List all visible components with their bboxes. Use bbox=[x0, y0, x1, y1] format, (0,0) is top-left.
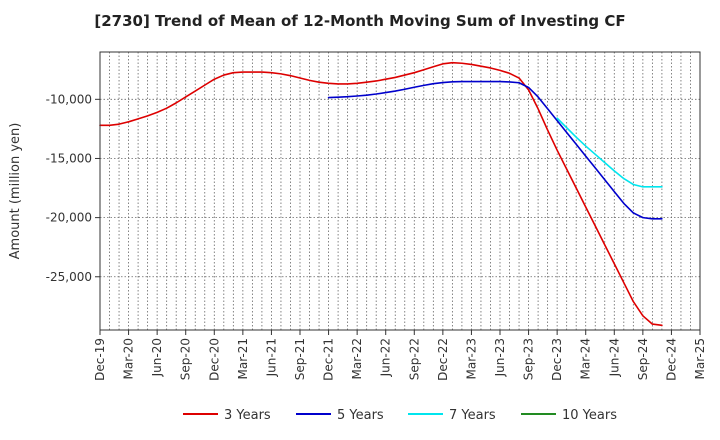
y-tick-label: -25,000 bbox=[46, 270, 92, 284]
x-tick-label: Jun-24 bbox=[607, 338, 621, 377]
x-tick-label: Sep-23 bbox=[522, 338, 536, 380]
x-tick-label: Sep-22 bbox=[407, 338, 421, 380]
x-tick-label: Jun-22 bbox=[379, 338, 393, 377]
x-tick-label: Sep-20 bbox=[179, 338, 193, 380]
series-line-7-years bbox=[556, 117, 663, 188]
legend: 3 Years 5 Years 7 Years 10 Years bbox=[183, 408, 617, 423]
legend-label: 10 Years bbox=[562, 408, 617, 423]
x-tick-label: Jun-21 bbox=[264, 338, 278, 377]
x-tick-label: Dec-19 bbox=[93, 338, 107, 381]
x-axis-ticks: Dec-19 Mar-20 Jun-20 Sep-20 Dec-20 Mar-21 Jun-… bbox=[93, 330, 707, 381]
legend-label: 5 Years bbox=[337, 408, 384, 423]
x-tick-label: Mar-22 bbox=[350, 338, 364, 379]
plot-frame bbox=[99, 51, 701, 331]
x-tick-label: Mar-25 bbox=[693, 338, 707, 379]
x-tick-label: Dec-20 bbox=[207, 338, 221, 381]
x-tick-label: Dec-21 bbox=[322, 338, 336, 381]
x-tick-label: Sep-24 bbox=[636, 338, 650, 380]
chart-title: [2730] Trend of Mean of 12-Month Moving … bbox=[94, 12, 626, 30]
x-tick-label: Jun-23 bbox=[493, 338, 507, 377]
x-tick-label: Mar-23 bbox=[464, 338, 478, 379]
x-tick-label: Mar-21 bbox=[236, 338, 250, 379]
y-tick-label: -15,000 bbox=[46, 151, 92, 165]
y-axis-ticks: -10,000 -15,000 -20,000 -25,000 bbox=[46, 92, 100, 284]
x-tick-label: Dec-24 bbox=[664, 338, 678, 381]
series-lines bbox=[99, 61, 663, 327]
legend-label: 3 Years bbox=[224, 408, 271, 423]
x-tick-label: Dec-22 bbox=[436, 338, 450, 381]
y-axis-label: Amount (million yen) bbox=[8, 123, 23, 260]
grid-lines bbox=[100, 52, 700, 330]
series-line-5-years bbox=[327, 80, 663, 220]
legend-label: 7 Years bbox=[449, 408, 496, 423]
x-tick-label: Jun-20 bbox=[150, 338, 164, 377]
x-tick-label: Mar-24 bbox=[579, 338, 593, 379]
series-line-3-years bbox=[99, 61, 663, 327]
y-tick-label: -20,000 bbox=[46, 211, 92, 225]
x-tick-label: Sep-21 bbox=[293, 338, 307, 380]
y-tick-label: -10,000 bbox=[46, 92, 92, 106]
x-tick-label: Dec-23 bbox=[550, 338, 564, 381]
x-tick-label: Mar-20 bbox=[122, 338, 136, 379]
